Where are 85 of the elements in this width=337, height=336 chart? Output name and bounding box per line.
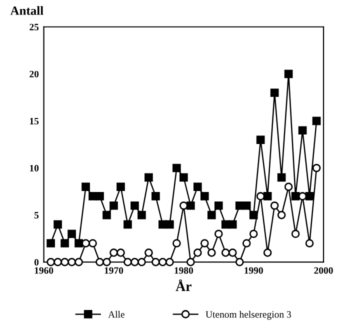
point bbox=[130, 201, 139, 210]
point bbox=[68, 230, 76, 238]
point bbox=[138, 210, 146, 220]
point bbox=[291, 192, 300, 200]
point bbox=[138, 258, 146, 266]
point bbox=[284, 70, 293, 78]
point bbox=[207, 248, 216, 257]
point bbox=[110, 201, 118, 210]
point bbox=[284, 182, 293, 191]
point bbox=[270, 201, 279, 210]
point bbox=[102, 258, 111, 266]
point bbox=[116, 248, 125, 257]
point bbox=[166, 220, 174, 229]
point bbox=[74, 239, 83, 248]
point bbox=[152, 258, 160, 266]
point bbox=[249, 230, 258, 238]
y-tick-label: 5 bbox=[34, 212, 39, 219]
point bbox=[82, 182, 90, 191]
point bbox=[144, 248, 153, 257]
point bbox=[152, 192, 160, 200]
x-tick-label: 2000 bbox=[314, 267, 333, 274]
point bbox=[54, 220, 62, 229]
point bbox=[116, 182, 125, 191]
point bbox=[193, 248, 202, 257]
point bbox=[124, 258, 132, 266]
x-tick-label: 1970 bbox=[104, 267, 124, 274]
point bbox=[172, 239, 181, 248]
point bbox=[110, 248, 118, 257]
legend-label: Utenom helseregion 3 bbox=[206, 310, 291, 320]
point bbox=[214, 230, 223, 238]
point bbox=[130, 258, 139, 266]
point bbox=[228, 248, 237, 257]
point bbox=[242, 201, 251, 210]
point bbox=[180, 173, 188, 182]
y-tick-label: 0 bbox=[34, 258, 39, 266]
point bbox=[277, 210, 286, 220]
point bbox=[60, 258, 69, 266]
point bbox=[214, 201, 223, 210]
y-tick-label: 10 bbox=[30, 164, 39, 172]
x-axis-title: År bbox=[176, 280, 192, 291]
point bbox=[74, 258, 83, 266]
point bbox=[277, 173, 286, 182]
point bbox=[54, 258, 62, 266]
point bbox=[68, 258, 76, 266]
point bbox=[221, 248, 230, 257]
x-tick-label: 1990 bbox=[244, 267, 263, 274]
point bbox=[46, 239, 55, 248]
point bbox=[82, 239, 90, 248]
point bbox=[298, 126, 307, 135]
point bbox=[186, 258, 195, 266]
point bbox=[186, 201, 195, 210]
y-tick-label: 15 bbox=[30, 118, 39, 124]
point bbox=[46, 258, 55, 266]
x-tick-label: 1960 bbox=[34, 267, 54, 274]
point bbox=[193, 182, 202, 191]
point bbox=[305, 192, 314, 200]
point bbox=[235, 258, 244, 266]
legend-label: Alle bbox=[108, 310, 124, 318]
point bbox=[200, 192, 209, 200]
y-tick-label: 20 bbox=[30, 70, 39, 78]
point bbox=[228, 220, 237, 229]
point bbox=[256, 136, 265, 144]
point bbox=[242, 239, 251, 248]
point bbox=[200, 239, 209, 248]
point bbox=[172, 164, 181, 172]
point bbox=[263, 248, 272, 257]
point bbox=[96, 192, 104, 200]
point bbox=[96, 258, 104, 266]
point bbox=[207, 210, 216, 220]
point bbox=[291, 230, 300, 238]
point bbox=[305, 239, 314, 248]
point bbox=[312, 116, 321, 126]
point bbox=[102, 210, 111, 220]
y-axis-title: Antall bbox=[10, 6, 44, 15]
point bbox=[263, 192, 272, 200]
point bbox=[144, 173, 153, 182]
point bbox=[60, 239, 69, 248]
point bbox=[158, 258, 167, 266]
point bbox=[270, 88, 279, 97]
point bbox=[312, 164, 321, 172]
x-tick-label: 1980 bbox=[174, 267, 194, 274]
y-tick-label: 25 bbox=[30, 24, 39, 30]
point bbox=[124, 220, 132, 229]
point bbox=[88, 239, 97, 248]
point bbox=[166, 258, 174, 266]
